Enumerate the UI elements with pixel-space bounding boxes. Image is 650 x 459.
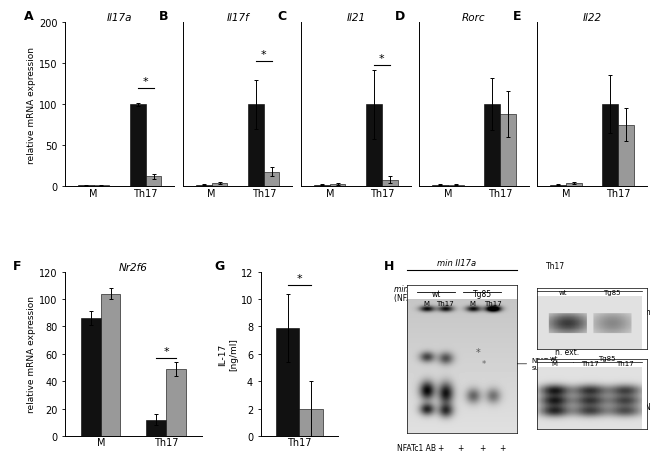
Text: C: C bbox=[277, 10, 286, 23]
Title: Rorc: Rorc bbox=[462, 13, 486, 23]
Bar bbox=[248, 105, 264, 187]
Text: Th17: Th17 bbox=[546, 262, 565, 271]
Title: Il21: Il21 bbox=[346, 13, 365, 23]
Bar bbox=[382, 180, 398, 187]
Title: Il17f: Il17f bbox=[226, 13, 249, 23]
Bar bbox=[264, 172, 280, 187]
Text: A: A bbox=[23, 10, 33, 23]
Bar bbox=[146, 177, 161, 187]
Text: G: G bbox=[214, 259, 224, 272]
Y-axis label: relative mRNA expression: relative mRNA expression bbox=[27, 296, 36, 413]
Bar bbox=[551, 185, 566, 187]
Text: +: + bbox=[437, 442, 443, 452]
Bar bbox=[78, 186, 94, 187]
Text: min Il17a: min Il17a bbox=[395, 284, 430, 293]
Bar bbox=[432, 185, 448, 187]
Bar bbox=[603, 105, 618, 187]
Text: NFATc1
supershift: NFATc1 supershift bbox=[532, 358, 567, 370]
Text: *: * bbox=[296, 274, 302, 284]
Title: Nr2f6: Nr2f6 bbox=[119, 262, 148, 272]
Bar bbox=[212, 184, 227, 187]
Text: B: B bbox=[159, 10, 168, 23]
Text: *: * bbox=[261, 50, 266, 60]
Y-axis label: IL-17
[ng/ml]: IL-17 [ng/ml] bbox=[218, 338, 238, 370]
Text: min Il17a: min Il17a bbox=[437, 258, 476, 268]
Bar bbox=[330, 185, 345, 187]
Bar bbox=[484, 105, 500, 187]
Bar bbox=[566, 184, 582, 187]
Text: DNA: DNA bbox=[627, 299, 644, 308]
Bar bbox=[146, 420, 166, 436]
Text: *: * bbox=[163, 346, 169, 356]
Bar bbox=[130, 105, 146, 187]
Bar bbox=[367, 105, 382, 187]
Y-axis label: relative mRNA expression: relative mRNA expression bbox=[27, 46, 36, 163]
Text: n. ext.: n. ext. bbox=[554, 347, 579, 356]
Bar bbox=[276, 328, 300, 436]
Text: +: + bbox=[457, 442, 463, 452]
Bar bbox=[94, 186, 109, 187]
Text: +: + bbox=[499, 442, 506, 452]
Text: +: + bbox=[479, 442, 486, 452]
Bar bbox=[448, 185, 463, 187]
Text: D: D bbox=[395, 10, 406, 23]
Bar bbox=[166, 369, 185, 436]
Bar bbox=[500, 115, 515, 187]
Text: E: E bbox=[514, 10, 522, 23]
Title: Il17a: Il17a bbox=[107, 13, 133, 23]
Text: polymerase: polymerase bbox=[627, 307, 650, 316]
Title: Il22: Il22 bbox=[582, 13, 602, 23]
Bar bbox=[300, 409, 322, 436]
Text: H: H bbox=[384, 259, 395, 272]
Bar bbox=[81, 319, 101, 436]
Bar bbox=[101, 294, 120, 436]
Text: NFATc1 AB: NFATc1 AB bbox=[396, 442, 436, 452]
Text: NFATc1: NFATc1 bbox=[644, 402, 650, 411]
Bar bbox=[314, 185, 330, 187]
Text: F: F bbox=[13, 259, 21, 272]
Text: (NFAT o3): (NFAT o3) bbox=[395, 294, 431, 303]
Bar bbox=[618, 125, 634, 187]
Bar bbox=[196, 185, 212, 187]
Text: *: * bbox=[379, 54, 385, 64]
Text: *: * bbox=[143, 77, 148, 87]
